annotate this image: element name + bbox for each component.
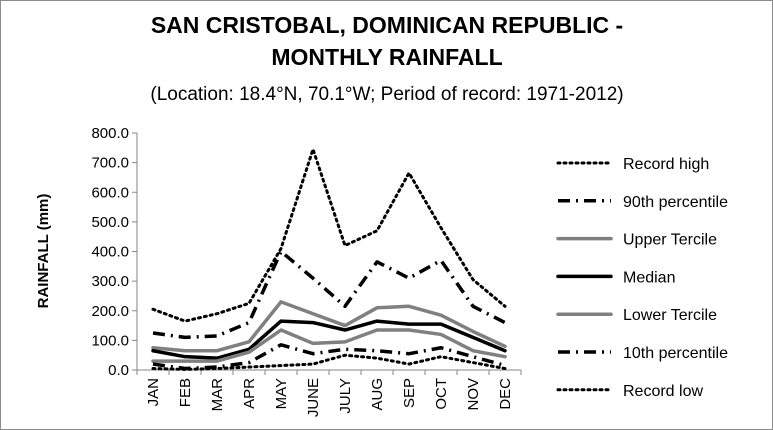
y-axis-label: RAINFALL (mm) (35, 194, 52, 309)
legend-label: Upper Tercile (623, 232, 717, 249)
x-tick-label: DEC (497, 378, 514, 410)
x-tick-label: SEP (401, 378, 418, 408)
plot-area: 0.0 100.0 200.0 300.0 400.0 500.0 600.0 700.0 80… (91, 125, 522, 417)
y-tick-label: 0.0 (108, 362, 129, 379)
x-tick-label: APR (241, 378, 258, 409)
legend-label: 90th percentile (623, 194, 728, 211)
x-tick-label: JUNE (305, 378, 322, 417)
y-tick-label: 600.0 (91, 184, 129, 201)
y-tick-label: 700.0 (91, 155, 129, 172)
legend-label: Lower Tercile (623, 307, 717, 324)
x-tick-label: MAY (273, 378, 290, 409)
x-tick-label: OCT (433, 378, 450, 410)
x-tick-label: NOV (465, 378, 482, 411)
x-tick-label: JULY (337, 378, 354, 414)
series-line-record-low (151, 353, 507, 371)
series-line-lower-tercile (151, 328, 507, 363)
series-line-upper-tercile (151, 300, 507, 353)
x-tick-label: FEB (177, 378, 194, 407)
legend: Record high 90th percentile Upper Tercile M… (556, 156, 728, 400)
legend-label: 10th percentile (623, 345, 728, 362)
y-tick-label: 500.0 (91, 214, 129, 231)
series-line-record-high (151, 147, 507, 323)
y-tick-label: 300.0 (91, 273, 129, 290)
series-line-90th-percentile (152, 249, 506, 340)
x-tick-label: AUG (369, 378, 386, 411)
y-tick-label: 100.0 (91, 332, 129, 349)
y-tick-label: 400.0 (91, 244, 129, 261)
legend-label: Record high (623, 156, 709, 173)
y-tick-label: 800.0 (91, 125, 129, 142)
chart-title-line1: SAN CRISTOBAL, DOMINICAN REPUBLIC - (151, 12, 623, 38)
x-tick-label: MAR (209, 378, 226, 412)
series-line-10th-percentile (152, 343, 506, 371)
y-tick-label: 200.0 (91, 303, 129, 320)
legend-label: Record low (623, 383, 703, 400)
x-tick-label: JAN (145, 378, 162, 406)
chart-title-line2: MONTHLY RAINFALL (271, 44, 502, 70)
chart-subtitle: (Location: 18.4°N, 70.1°W; Period of rec… (150, 84, 623, 105)
legend-label: Median (623, 269, 675, 286)
series-line-median (151, 319, 507, 360)
